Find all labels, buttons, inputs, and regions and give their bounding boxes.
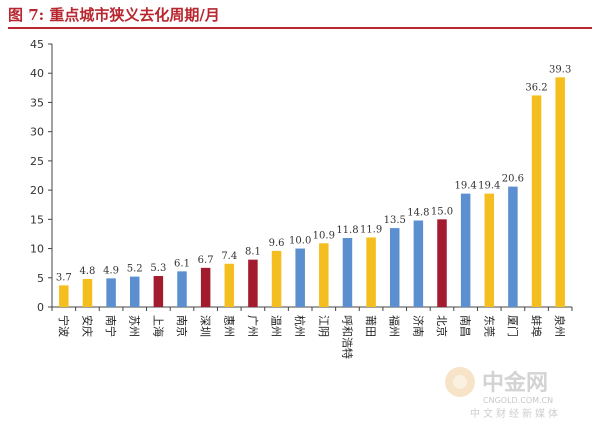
bar [389, 228, 400, 307]
bars [59, 77, 565, 308]
bar [200, 267, 211, 307]
title-rule [8, 27, 592, 29]
data-label: 4.9 [103, 265, 119, 276]
bar [248, 259, 258, 307]
watermark: 中金网 CNGOLD.COM.CN 中文财经新媒体 [445, 367, 561, 420]
data-label: 11.8 [336, 225, 358, 236]
category-labels: 宁波 安庆 南宁 苏州 上海 南京 深圳 惠州 广州 温州 杭州 江阴 呼和浩特 莆田 福州 济南 北京 南昌 东莞… [57, 315, 567, 359]
bar [460, 193, 471, 307]
bar [531, 95, 542, 307]
category-label: 宁波 [57, 315, 71, 337]
bar [319, 243, 329, 307]
bar [224, 263, 235, 307]
y-tick-label: 20 [30, 184, 44, 197]
category-label: 蚌埠 [530, 315, 544, 337]
bar [82, 278, 93, 307]
data-label: 9.6 [269, 238, 285, 249]
y-tick-label: 30 [30, 126, 44, 139]
bar [342, 238, 353, 307]
data-label: 11.9 [360, 224, 382, 235]
y-tick-label: 25 [30, 155, 44, 168]
data-label: 15.0 [431, 206, 453, 217]
category-label: 南京 [175, 315, 189, 337]
data-label: 4.8 [80, 266, 96, 277]
category-label: 温州 [270, 315, 283, 337]
category-label: 南昌 [459, 315, 472, 337]
y-tick-label: 35 [30, 96, 44, 109]
data-labels: 3.74.8 4.9 5.2 5.3 6.1 6.7 7.4 8.19.6 10.0 10.9 11… [56, 64, 571, 283]
watermark-logo-inner [453, 375, 467, 389]
category-label: 惠州 [222, 315, 236, 337]
data-label: 6.1 [174, 258, 190, 269]
category-label: 广州 [246, 315, 259, 337]
data-label: 7.4 [221, 251, 237, 262]
data-label: 3.7 [56, 272, 72, 283]
y-tick-label: 15 [30, 213, 44, 226]
bar [295, 248, 305, 307]
y-tick-label: 10 [30, 243, 44, 256]
bar [59, 285, 69, 307]
y-tick-label: 45 [30, 38, 44, 51]
bar [271, 250, 282, 307]
category-label: 江阴 [317, 315, 330, 337]
bar [437, 219, 447, 307]
data-label: 14.8 [407, 208, 429, 219]
data-label: 5.3 [150, 263, 166, 274]
watermark-url: CNGOLD.COM.CN [483, 396, 553, 405]
category-label: 厦门 [506, 315, 520, 337]
category-label: 杭州 [293, 315, 307, 337]
bar [484, 193, 495, 307]
data-label: 6.7 [198, 255, 214, 266]
watermark-tagline: 中文财经新媒体 [470, 407, 561, 420]
category-label: 福州 [388, 315, 402, 337]
y-tick-label: 40 [30, 67, 44, 80]
category-label: 上海 [151, 315, 165, 337]
bar [413, 220, 424, 307]
data-label: 36.2 [525, 82, 547, 93]
category-label: 济南 [411, 315, 425, 337]
category-label: 南宁 [104, 315, 118, 337]
data-label: 10.9 [313, 230, 335, 241]
data-label: 13.5 [384, 215, 406, 226]
bar [366, 237, 376, 307]
category-label: 深圳 [199, 315, 212, 337]
bar [129, 276, 140, 307]
category-label: 泉州 [553, 315, 567, 337]
category-label: 东莞 [482, 315, 495, 337]
data-label: 19.4 [455, 181, 477, 192]
data-label: 5.2 [127, 264, 143, 275]
bar [153, 276, 164, 307]
data-label: 10.0 [289, 236, 311, 247]
y-tick-label: 5 [37, 272, 44, 285]
data-label: 20.6 [502, 174, 524, 185]
y-tick-label: 0 [37, 301, 44, 314]
data-label: 19.4 [478, 181, 500, 192]
category-label: 北京 [435, 315, 449, 337]
category-label: 苏州 [128, 315, 141, 337]
bar [106, 278, 116, 307]
figure-title: 图 7: 重点城市狭义去化周期/月 [8, 6, 220, 24]
bar [508, 186, 518, 307]
watermark-brand: 中金网 [482, 370, 548, 396]
category-label: 安庆 [80, 315, 94, 337]
data-label: 39.3 [549, 64, 571, 75]
bar [177, 271, 187, 307]
category-label: 呼和浩特 [340, 315, 354, 359]
bar [555, 77, 565, 308]
category-label: 莆田 [364, 315, 377, 337]
data-label: 8.1 [245, 247, 261, 258]
